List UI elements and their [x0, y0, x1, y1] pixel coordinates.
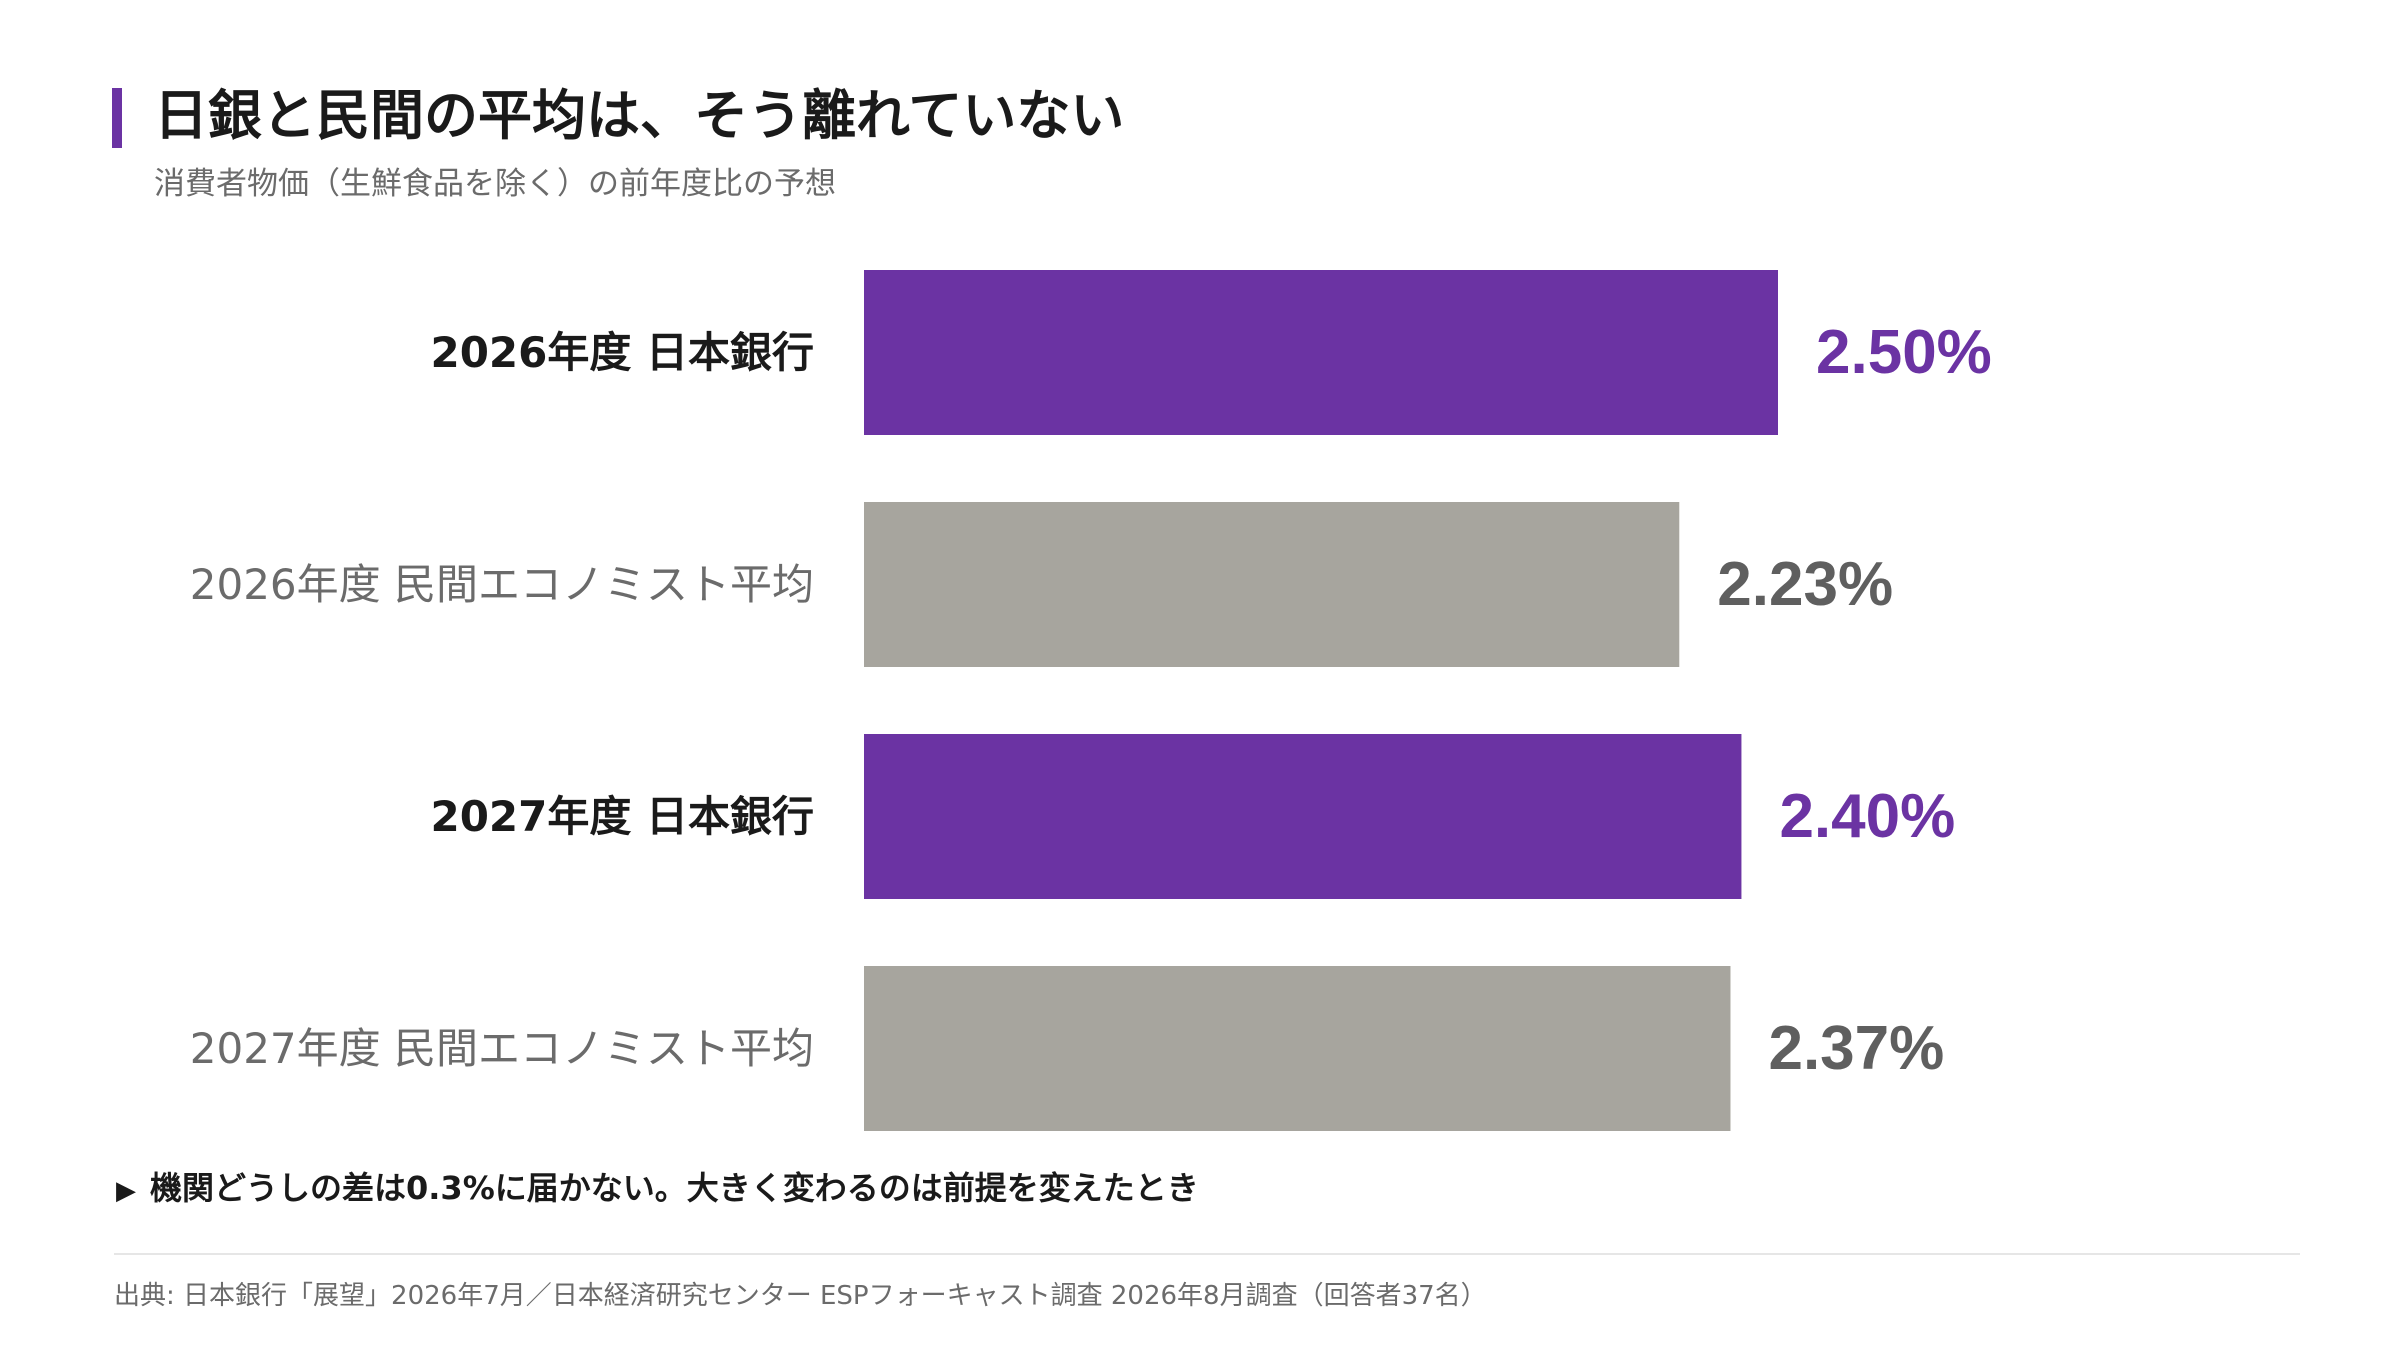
source-credit: 出典: 日本銀行「展望」2026年7月／日本経済研究センター ESPフォーキャス…	[114, 1281, 1487, 1311]
page-title: 日銀と民間の平均は、そう離れていない	[154, 84, 1125, 147]
footnote-text: 機関どうしの差は0.3%に届かない。大きく変わるのは前提を変えたとき	[150, 1169, 1199, 1207]
value-label: 2.40%	[1779, 782, 1955, 851]
bar-boj	[864, 270, 1778, 435]
title-accent-bar	[112, 88, 122, 148]
category-label: 2027年度 日本銀行	[430, 792, 814, 841]
category-label: 2027年度 民間エコノミスト平均	[190, 1024, 814, 1073]
category-label: 2026年度 日本銀行	[430, 328, 814, 377]
bar-private-average	[864, 966, 1731, 1131]
divider	[114, 1253, 2300, 1255]
footnote: ▶ 機関どうしの差は0.3%に届かない。大きく変わるのは前提を変えたとき	[116, 1166, 1199, 1213]
value-label: 2.23%	[1717, 550, 1893, 619]
value-label: 2.37%	[1768, 1014, 1944, 1083]
bar-private-average	[864, 502, 1680, 667]
bar-chart: 2026年度 日本銀行 2.50% 2026年度 民間エコノミスト平均 2.23% 20…	[190, 270, 1992, 1131]
bar-boj	[864, 734, 1742, 899]
page-subtitle: 消費者物価（生鮮食品を除く）の前年度比の予想	[154, 166, 836, 202]
value-label: 2.50%	[1816, 318, 1992, 387]
triangle-right-icon: ▶	[116, 1176, 136, 1206]
category-label: 2026年度 民間エコノミスト平均	[190, 560, 814, 609]
